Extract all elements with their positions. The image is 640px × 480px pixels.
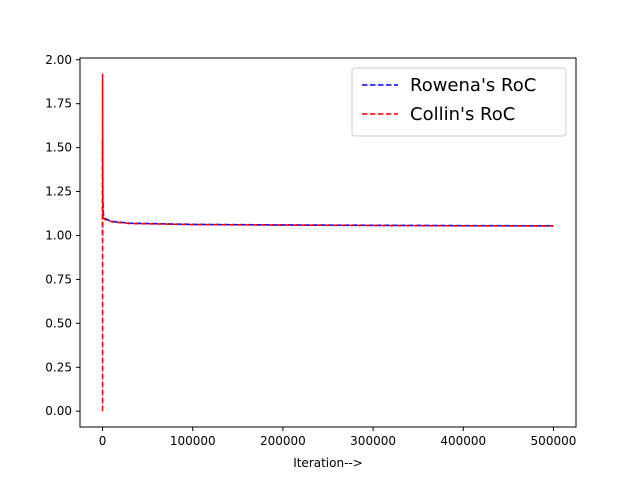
y-tick-label: 2.00 (45, 53, 72, 67)
y-tick-label: 1.25 (45, 185, 72, 199)
x-axis-label: Iteration--> (293, 456, 363, 470)
x-axis: 0 100000 200000 300000 400000 500000 (99, 427, 577, 448)
x-tick-label: 100000 (170, 434, 216, 448)
y-tick-label: 1.00 (45, 228, 72, 242)
series-layer (101, 73, 554, 412)
legend-label: Rowena's RoC (410, 75, 536, 96)
series-line-1 (101, 73, 554, 412)
legend-box (351, 67, 567, 137)
y-tick-label: 0.50 (45, 316, 72, 330)
x-tick-label: 200000 (260, 434, 306, 448)
y-tick-label: 1.75 (45, 97, 72, 111)
y-tick-label: 1.50 (45, 141, 72, 155)
x-tick-label: 0 (99, 434, 107, 448)
x-tick-label: 400000 (440, 434, 486, 448)
x-tick-label: 300000 (350, 434, 396, 448)
x-tick-label: 500000 (531, 434, 577, 448)
y-axis: 0.00 0.25 0.50 0.75 1.00 1.25 1.50 1.75 2.00 (45, 53, 80, 418)
y-tick-label: 0.00 (45, 404, 72, 418)
legend-label: Collin's RoC (410, 104, 515, 125)
legend: Rowena's RoC Collin's RoC (351, 67, 567, 137)
y-tick-label: 0.75 (45, 272, 72, 286)
y-tick-label: 0.25 (45, 360, 72, 374)
